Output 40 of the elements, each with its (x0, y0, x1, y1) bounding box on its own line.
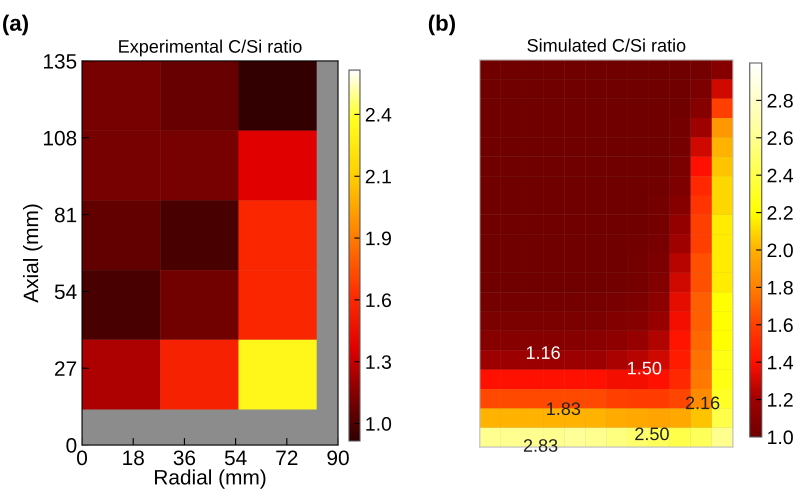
color-bar-label: 1.0 (366, 417, 392, 431)
chart-title: Simulated C/Si ratio (527, 38, 686, 52)
color-bar-label: 2.1 (366, 170, 391, 184)
x-tick-label: 18 (123, 450, 144, 466)
color-bar-label: 1.3 (366, 355, 392, 369)
y-tick-label: 0 (66, 438, 76, 453)
x-tick-label: 36 (174, 450, 196, 466)
annotation: 2.50 (635, 427, 669, 440)
color-bar-label: 2.0 (768, 243, 793, 258)
color-bar-label: 1.2 (768, 393, 793, 407)
color-bar-label: 2.4 (366, 108, 392, 122)
annotation: 2.83 (524, 439, 558, 452)
y-tick-label: 135 (44, 54, 76, 69)
color-bar-label: 1.6 (768, 318, 793, 332)
annotation: 1.83 (547, 402, 580, 416)
annotation: 2.16 (686, 396, 720, 410)
x-tick-label: 54 (224, 450, 247, 466)
color-bar-label: 1.8 (768, 280, 793, 295)
color-bar-label: 1.9 (366, 232, 391, 246)
text: (a) (3, 14, 28, 36)
y-tick-label: 81 (54, 208, 76, 222)
y-tick-label: 54 (54, 284, 77, 300)
x-tick-label: 0 (77, 450, 87, 466)
color-bar-label: 1.4 (768, 356, 794, 370)
y-axis-title: Axial (mm) (22, 204, 42, 303)
color-bar-label: 1.0 (768, 430, 793, 444)
y-tick-label: 27 (55, 361, 76, 376)
annotation: 1.16 (526, 346, 560, 359)
y-tick-label: 108 (44, 130, 76, 146)
color-bar-label: 2.2 (768, 206, 793, 220)
x-axis-title: Radial (mm) (155, 469, 266, 489)
color-bar-label: 1.6 (366, 293, 392, 308)
x-tick-label: 90 (327, 450, 349, 466)
chart-title: Experimental C/Si ratio (119, 40, 302, 56)
color-bar-label: 2.8 (768, 94, 793, 108)
text: (b) (428, 14, 456, 36)
color-bar-label: 2.6 (768, 131, 793, 146)
annotation: 1.50 (628, 362, 662, 374)
color-bar-label: 2.4 (768, 168, 794, 182)
x-tick-label: 72 (276, 450, 298, 465)
